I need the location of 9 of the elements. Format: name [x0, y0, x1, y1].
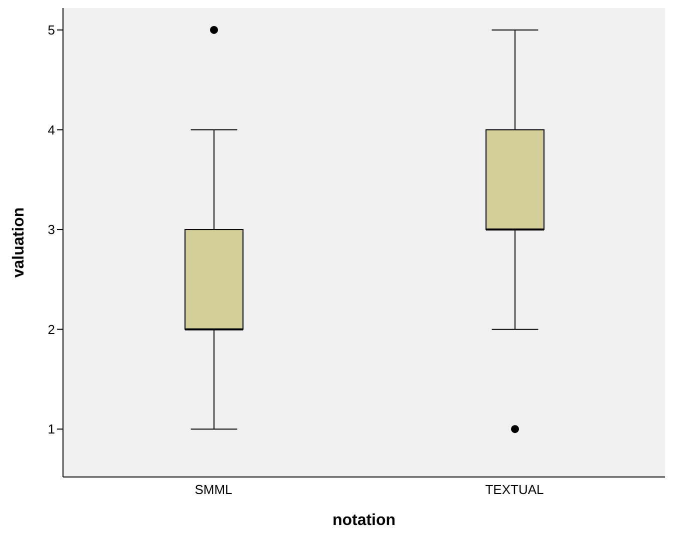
- x-axis-title: notation: [332, 512, 396, 529]
- y-tick-label: 2: [48, 322, 55, 337]
- y-tick-label: 3: [48, 222, 55, 238]
- y-tick-label: 1: [48, 422, 55, 437]
- x-tick-label: TEXTUAL: [485, 482, 544, 498]
- y-tick-label: 4: [48, 122, 55, 138]
- y-tick-label: 5: [48, 22, 55, 38]
- y-axis-title: valuation: [10, 207, 28, 278]
- x-tick-label: SMML: [194, 482, 232, 498]
